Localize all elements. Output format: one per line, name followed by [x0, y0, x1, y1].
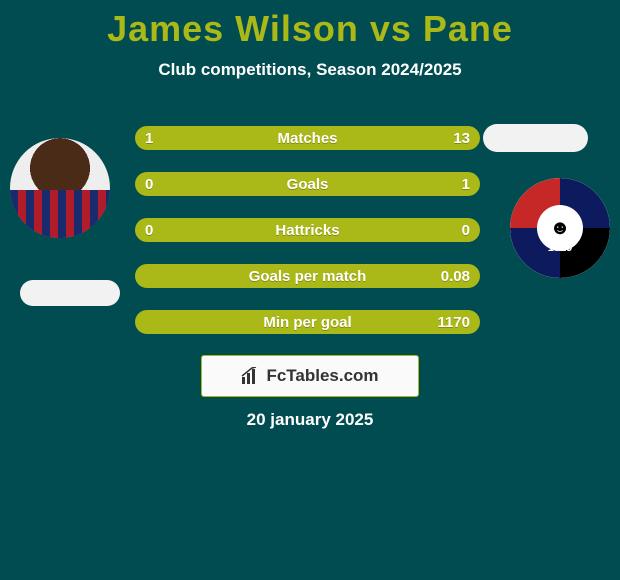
stat-right-value: 1 [462, 176, 470, 193]
player-left-pill [20, 280, 120, 306]
crest-year: 1919 [510, 242, 610, 254]
player-right-crest: ☻ 1919 [510, 178, 610, 278]
stat-right-value: 0 [462, 222, 470, 239]
brand-badge: FcTables.com [201, 355, 419, 397]
stat-label: Matches [135, 130, 480, 147]
player-left-jersey [10, 138, 110, 238]
stat-bar: 0 Hattricks 0 [135, 218, 480, 242]
bars-icon [241, 367, 261, 385]
stat-label: Goals per match [135, 268, 480, 285]
brand-text: FcTables.com [266, 366, 378, 386]
stat-bar: Goals per match 0.08 [135, 264, 480, 288]
subtitle: Club competitions, Season 2024/2025 [0, 60, 620, 80]
stat-right-value: 13 [453, 130, 470, 147]
player-right-pill [483, 124, 588, 152]
stat-bar: Min per goal 1170 [135, 310, 480, 334]
stat-bar: 1 Matches 13 [135, 126, 480, 150]
stat-bars: 1 Matches 13 0 Goals 1 0 Hattricks 0 Goa… [135, 126, 480, 356]
stat-right-value: 1170 [437, 314, 470, 331]
player-left-avatar [10, 138, 110, 238]
stat-label: Hattricks [135, 222, 480, 239]
player-right-avatar: ☻ 1919 [510, 178, 610, 278]
stat-label: Goals [135, 176, 480, 193]
stat-bar: 0 Goals 1 [135, 172, 480, 196]
page-title: James Wilson vs Pane [0, 0, 620, 50]
stat-label: Min per goal [135, 314, 480, 331]
snapshot-date: 20 january 2025 [0, 410, 620, 430]
stat-right-value: 0.08 [441, 268, 470, 285]
comparison-card: James Wilson vs Pane Club competitions, … [0, 0, 620, 580]
